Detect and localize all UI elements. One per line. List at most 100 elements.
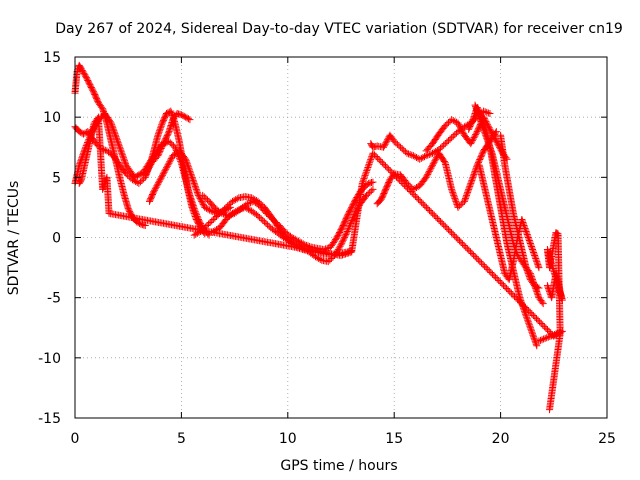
data-point <box>184 161 192 169</box>
data-point <box>432 155 440 163</box>
y-tick-label: -10 <box>38 351 61 367</box>
data-point <box>421 202 429 210</box>
x-tick-label: 5 <box>177 431 186 447</box>
data-point <box>155 130 163 138</box>
data-point <box>77 65 85 73</box>
data-point <box>111 131 119 139</box>
data-point <box>416 197 424 205</box>
data-point <box>469 135 477 143</box>
data-point <box>485 140 493 148</box>
data-point <box>99 185 107 193</box>
data-point <box>531 336 539 344</box>
data-point <box>179 112 187 120</box>
data-point <box>165 159 173 167</box>
data-point <box>262 219 270 227</box>
data-point <box>419 200 427 208</box>
data-point <box>443 138 451 146</box>
data-point <box>419 153 427 161</box>
data-point <box>192 214 200 222</box>
data-point <box>188 203 196 211</box>
data-point <box>469 114 477 122</box>
data-point <box>202 194 210 202</box>
data-point <box>535 284 543 292</box>
data-point <box>365 160 373 168</box>
series-stray-marks <box>75 113 566 345</box>
data-point <box>474 110 482 118</box>
data-point <box>441 222 449 230</box>
data-point <box>168 140 176 148</box>
data-point <box>476 116 484 124</box>
data-point <box>525 237 533 245</box>
data-point <box>455 237 463 245</box>
data-point <box>542 324 550 332</box>
data-point <box>455 121 463 129</box>
data-point <box>546 332 554 340</box>
data-point <box>189 175 197 183</box>
data-point <box>481 108 489 116</box>
data-point <box>144 165 152 173</box>
data-point <box>158 143 166 151</box>
data-point <box>532 282 540 290</box>
data-point <box>153 182 161 190</box>
data-point <box>121 158 129 166</box>
data-point <box>118 151 126 159</box>
data-point <box>429 160 437 168</box>
data-point <box>378 159 386 167</box>
data-point <box>472 131 480 139</box>
data-point <box>471 132 479 140</box>
x-tick-label: 10 <box>279 431 297 447</box>
data-point <box>198 197 206 205</box>
data-point <box>467 179 475 187</box>
data-point <box>114 137 122 145</box>
data-point <box>381 140 389 148</box>
data-point <box>260 218 268 226</box>
data-point <box>298 239 306 247</box>
data-point <box>426 166 434 174</box>
data-point <box>363 191 371 199</box>
data-point <box>406 150 414 158</box>
data-point <box>358 179 366 187</box>
data-point <box>232 196 240 204</box>
data-point <box>484 137 492 145</box>
data-point <box>75 128 83 136</box>
data-point <box>480 127 488 135</box>
data-point <box>366 159 374 167</box>
series-track-p <box>543 229 566 414</box>
data-point <box>164 130 172 138</box>
data-point <box>479 261 487 269</box>
data-point <box>135 171 143 179</box>
data-point <box>405 186 413 194</box>
data-point <box>112 134 120 142</box>
y-tick-label: 15 <box>43 50 61 66</box>
data-point <box>425 167 433 175</box>
data-point <box>233 207 241 215</box>
series-track-o <box>497 131 543 292</box>
data-point <box>482 131 490 139</box>
data-point <box>124 171 132 179</box>
data-point <box>510 292 518 300</box>
data-point <box>473 106 481 114</box>
data-point <box>495 277 503 285</box>
data-point <box>198 199 206 207</box>
data-point <box>166 139 174 147</box>
data-point <box>422 173 430 181</box>
data-point <box>106 118 114 126</box>
data-point <box>454 203 462 211</box>
data-point <box>526 238 534 246</box>
data-point <box>122 170 130 178</box>
data-point <box>551 331 559 339</box>
data-point <box>184 115 192 123</box>
data-point <box>146 162 154 170</box>
data-point <box>468 138 476 146</box>
data-point <box>143 168 151 176</box>
data-point <box>158 173 166 181</box>
data-point <box>116 145 124 153</box>
data-point <box>205 220 213 228</box>
data-point <box>464 187 472 195</box>
data-point <box>525 273 533 281</box>
data-point <box>507 289 515 297</box>
data-point <box>530 249 538 257</box>
data-point <box>416 155 424 163</box>
data-point <box>518 217 526 225</box>
data-point <box>141 221 149 229</box>
